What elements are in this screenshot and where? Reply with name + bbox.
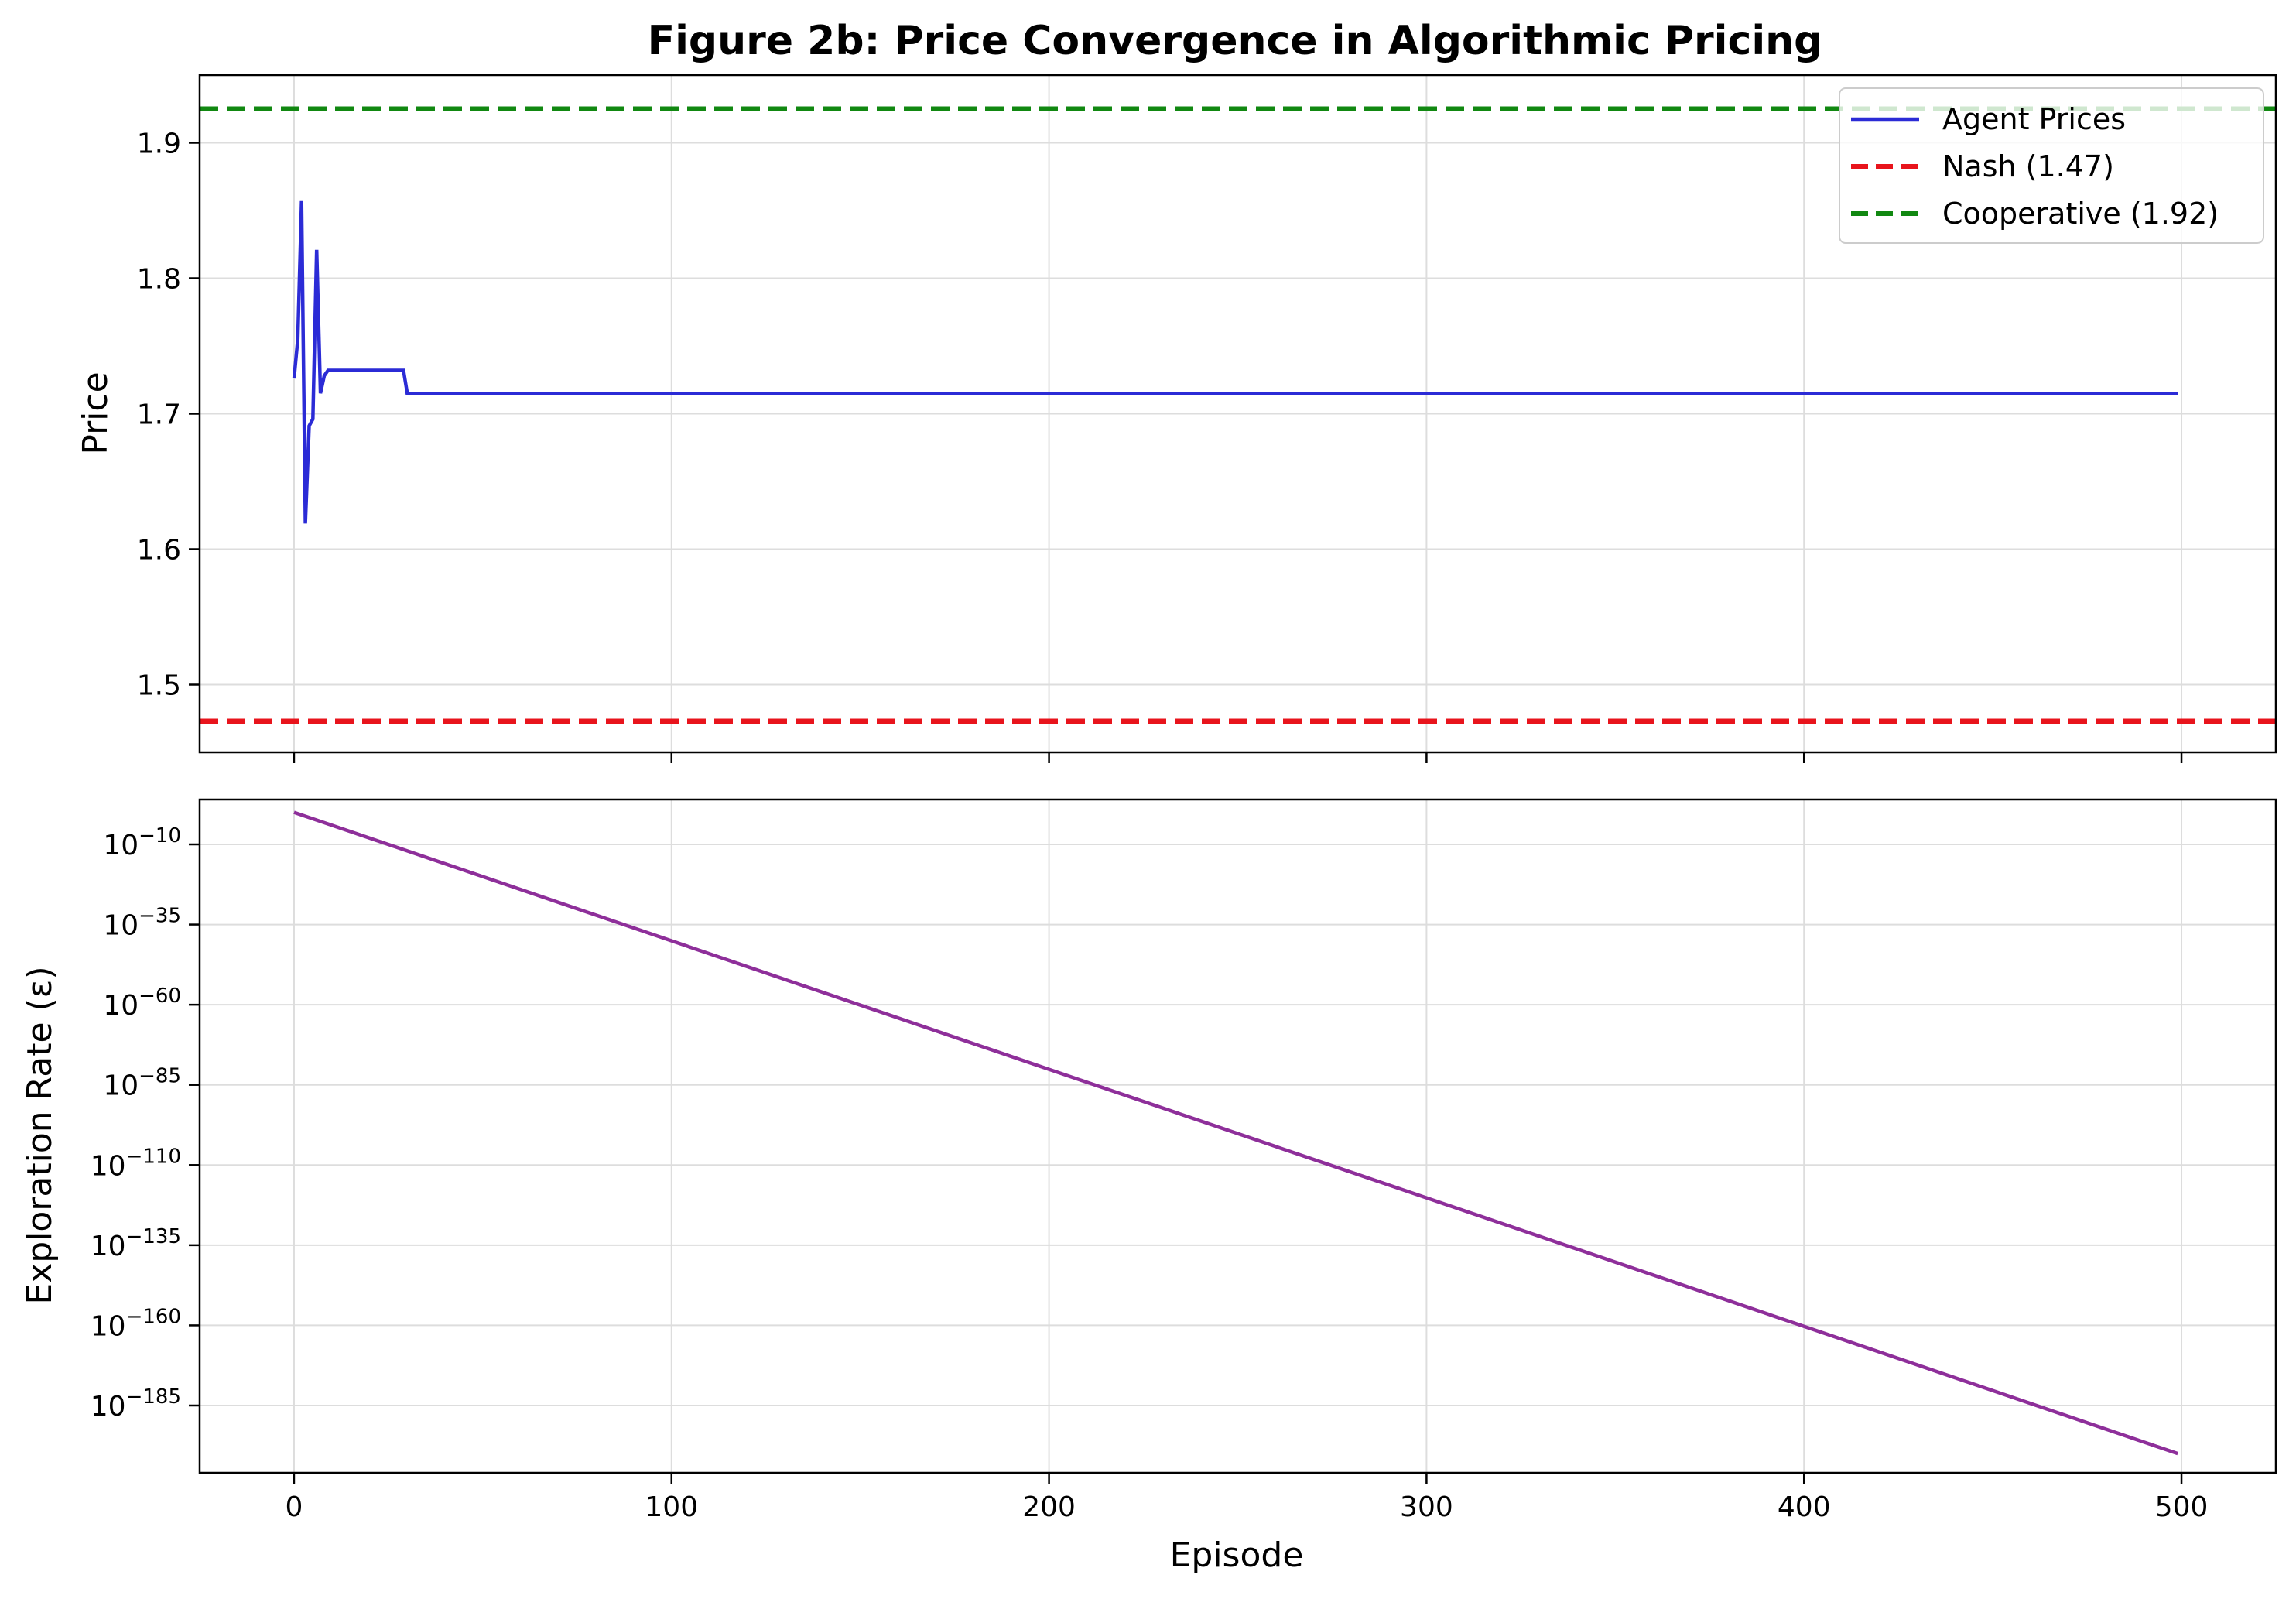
- exploration-y-tick-label: 10−135: [91, 1225, 181, 1262]
- exploration-x-ticks: 0 100 200 300 400 500: [286, 1473, 2209, 1523]
- x-tick-label: 300: [1400, 1491, 1453, 1523]
- exploration-rate-line: [293, 810, 2178, 1456]
- x-tick-label: 100: [645, 1491, 698, 1523]
- exploration-y-tick-label: 10−110: [91, 1145, 181, 1182]
- price-y-axis-label: Price: [76, 372, 115, 454]
- legend-cooperative: Cooperative (1.92): [1942, 197, 2219, 231]
- exploration-series: [293, 810, 2178, 1456]
- legend: Agent Prices Nash (1.47) Cooperative (1.…: [1839, 87, 2264, 244]
- price-y-tick-label: 1.9: [137, 128, 181, 160]
- exploration-y-axis-label: Exploration Rate (ε): [20, 966, 60, 1304]
- exploration-y-tick-label: 10−185: [91, 1385, 181, 1423]
- price-x-ticks: [293, 752, 2183, 763]
- x-tick-label: 0: [286, 1491, 303, 1523]
- price-series: [200, 106, 2276, 724]
- x-tick-label: 500: [2155, 1491, 2209, 1523]
- chart-title: Figure 2b: Price Convergence in Algorith…: [648, 18, 1823, 64]
- legend-box: [1839, 87, 2264, 244]
- exploration-y-tick-label: 10−60: [103, 984, 181, 1022]
- legend-nash: Nash (1.47): [1942, 149, 2114, 183]
- exploration-axes-frame: [198, 798, 2277, 1474]
- exploration-y-tick-label: 10−85: [103, 1065, 181, 1102]
- exploration-panel: 0 100 200 300 400 500 10−1010−3510−6010−8510−…: [20, 798, 2277, 1575]
- legend-agent-prices: Agent Prices: [1942, 102, 2126, 136]
- agent-prices-line: [292, 200, 2178, 524]
- price-y-ticks: 1.5 1.6 1.7 1.8 1.9: [137, 128, 200, 702]
- x-tick-label: 400: [1778, 1491, 1831, 1523]
- x-tick-label: 200: [1022, 1491, 1076, 1523]
- x-axis-label: Episode: [1170, 1536, 1304, 1575]
- price-y-tick-label: 1.5: [137, 670, 181, 702]
- exploration-y-ticks: 10−10 10−35 10−60 10−85 10−110 10−135 10−160 10…: [91, 824, 200, 1423]
- exploration-y-tick-label: 10−160: [91, 1305, 181, 1342]
- price-y-tick-label: 1.8: [137, 264, 181, 296]
- price-y-tick-label: 1.6: [137, 535, 181, 567]
- price-y-tick-label: 1.7: [137, 399, 181, 431]
- price-panel: 1.5 1.6 1.7 1.8 1.9 Price Agent Prices Nash …: [76, 74, 2277, 763]
- exploration-grid: [200, 800, 2276, 1473]
- exploration-y-tick-label: 10−10: [103, 824, 181, 861]
- exploration-y-tick-label: 10−35: [103, 905, 181, 942]
